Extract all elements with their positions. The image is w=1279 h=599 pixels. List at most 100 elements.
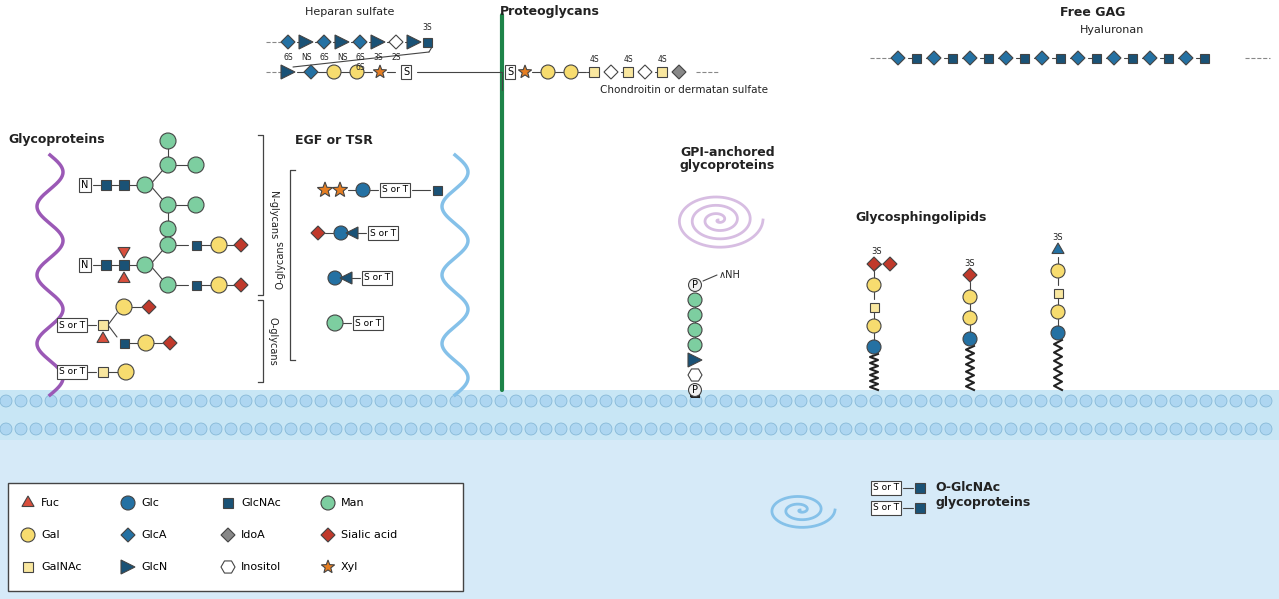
Circle shape <box>914 423 927 435</box>
Circle shape <box>345 395 357 407</box>
Polygon shape <box>335 35 349 49</box>
Circle shape <box>180 395 192 407</box>
Circle shape <box>20 528 35 542</box>
Circle shape <box>359 395 372 407</box>
Circle shape <box>211 237 226 253</box>
Text: 6S: 6S <box>283 53 293 62</box>
Circle shape <box>885 395 897 407</box>
Polygon shape <box>321 528 335 542</box>
Circle shape <box>188 197 203 213</box>
Circle shape <box>825 423 836 435</box>
Polygon shape <box>963 51 977 65</box>
Circle shape <box>450 395 462 407</box>
Polygon shape <box>221 561 235 573</box>
Circle shape <box>1005 423 1017 435</box>
Text: 3S: 3S <box>422 23 432 32</box>
Text: Gal: Gal <box>41 530 60 540</box>
Bar <box>98 320 107 330</box>
Text: ∧NH: ∧NH <box>719 270 741 280</box>
Circle shape <box>160 237 177 253</box>
Polygon shape <box>389 35 403 49</box>
Circle shape <box>885 423 897 435</box>
Bar <box>1128 53 1137 62</box>
Circle shape <box>510 395 522 407</box>
Text: S or T: S or T <box>370 228 396 237</box>
Circle shape <box>524 423 537 435</box>
Circle shape <box>1065 423 1077 435</box>
Polygon shape <box>142 300 156 314</box>
Circle shape <box>194 395 207 407</box>
Text: Xyl: Xyl <box>341 562 358 572</box>
Circle shape <box>435 395 446 407</box>
Text: Sialic acid: Sialic acid <box>341 530 398 540</box>
Circle shape <box>137 177 153 193</box>
Bar <box>914 503 925 513</box>
Circle shape <box>796 423 807 435</box>
Circle shape <box>1110 395 1122 407</box>
Circle shape <box>165 395 177 407</box>
Circle shape <box>285 423 297 435</box>
Circle shape <box>327 271 341 285</box>
Circle shape <box>900 395 912 407</box>
Polygon shape <box>317 35 331 49</box>
Circle shape <box>345 423 357 435</box>
Bar <box>192 241 201 250</box>
Circle shape <box>90 423 102 435</box>
Bar <box>8 483 463 591</box>
Circle shape <box>160 197 177 213</box>
Circle shape <box>749 395 762 407</box>
Circle shape <box>854 395 867 407</box>
Circle shape <box>1170 395 1182 407</box>
Circle shape <box>765 423 778 435</box>
Circle shape <box>541 65 555 79</box>
Polygon shape <box>1035 51 1049 65</box>
Circle shape <box>765 395 778 407</box>
Text: O-GlcNAc
glycoproteins: O-GlcNAc glycoproteins <box>935 481 1031 509</box>
Polygon shape <box>883 257 897 271</box>
Circle shape <box>961 395 972 407</box>
Text: Free GAG: Free GAG <box>1060 5 1126 19</box>
Circle shape <box>75 395 87 407</box>
Circle shape <box>675 395 687 407</box>
Circle shape <box>1051 264 1065 278</box>
Circle shape <box>1244 395 1257 407</box>
Circle shape <box>1230 395 1242 407</box>
Circle shape <box>90 395 102 407</box>
Circle shape <box>194 423 207 435</box>
Circle shape <box>1110 423 1122 435</box>
Circle shape <box>1079 395 1092 407</box>
Circle shape <box>645 423 657 435</box>
Circle shape <box>29 423 42 435</box>
Bar <box>0 390 1279 440</box>
Circle shape <box>255 423 267 435</box>
Circle shape <box>1019 395 1032 407</box>
Circle shape <box>466 423 477 435</box>
Text: Glycosphingolipids: Glycosphingolipids <box>854 211 986 225</box>
Circle shape <box>914 395 927 407</box>
Text: GlcA: GlcA <box>141 530 166 540</box>
Polygon shape <box>638 65 652 79</box>
Circle shape <box>1019 423 1032 435</box>
Circle shape <box>1035 423 1048 435</box>
Circle shape <box>1126 423 1137 435</box>
Polygon shape <box>927 51 941 65</box>
Circle shape <box>524 395 537 407</box>
Circle shape <box>122 496 136 510</box>
Polygon shape <box>891 51 906 65</box>
Circle shape <box>270 423 281 435</box>
Circle shape <box>1186 395 1197 407</box>
Bar <box>1200 53 1209 62</box>
Circle shape <box>749 423 762 435</box>
Bar <box>0 440 1279 599</box>
Circle shape <box>600 423 611 435</box>
Bar <box>101 180 111 190</box>
Polygon shape <box>317 182 333 196</box>
Circle shape <box>255 395 267 407</box>
Circle shape <box>867 319 881 333</box>
Circle shape <box>930 423 943 435</box>
Polygon shape <box>234 238 248 252</box>
Text: Fuc: Fuc <box>41 498 60 508</box>
Circle shape <box>555 395 567 407</box>
Circle shape <box>900 423 912 435</box>
Text: N: N <box>82 180 88 190</box>
